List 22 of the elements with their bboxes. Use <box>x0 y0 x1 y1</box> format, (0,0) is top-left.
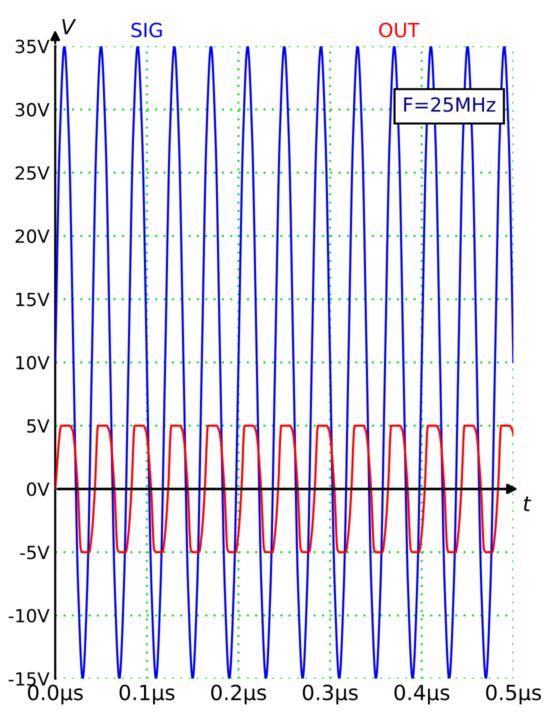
x-tick-label: 0.3µs <box>302 684 358 704</box>
y-tick-label: 5V <box>27 419 50 433</box>
y-tick-label: 30V <box>16 102 50 117</box>
x-tick-label: 0.2µs <box>211 684 266 704</box>
y-tick-label: 15V <box>16 292 50 306</box>
series-label: SIG <box>132 22 162 38</box>
x-tick-label: 0.5µs <box>486 684 541 704</box>
x-tick-label: 0.1µs <box>120 684 174 704</box>
y-tick-label: -15V <box>8 672 50 686</box>
y-tick-label: 25V <box>16 166 50 180</box>
y-tick-label: -5V <box>20 546 50 560</box>
text: OUT <box>379 22 420 38</box>
x-axis-title: t <box>524 496 532 512</box>
y-tick-label: 20V <box>16 229 50 244</box>
y-tick-label: 10V <box>16 356 50 370</box>
y-axis-title: V <box>62 19 76 34</box>
y-tick-label: 35V <box>16 40 50 54</box>
y-tick-label: 0V <box>26 482 50 496</box>
x-tick-label: 0.0µs <box>28 684 83 704</box>
y-tick-label: -10V <box>8 608 50 623</box>
annotation: F=25MHz <box>404 97 496 112</box>
x-tick-label: 0.4µs <box>394 684 450 704</box>
